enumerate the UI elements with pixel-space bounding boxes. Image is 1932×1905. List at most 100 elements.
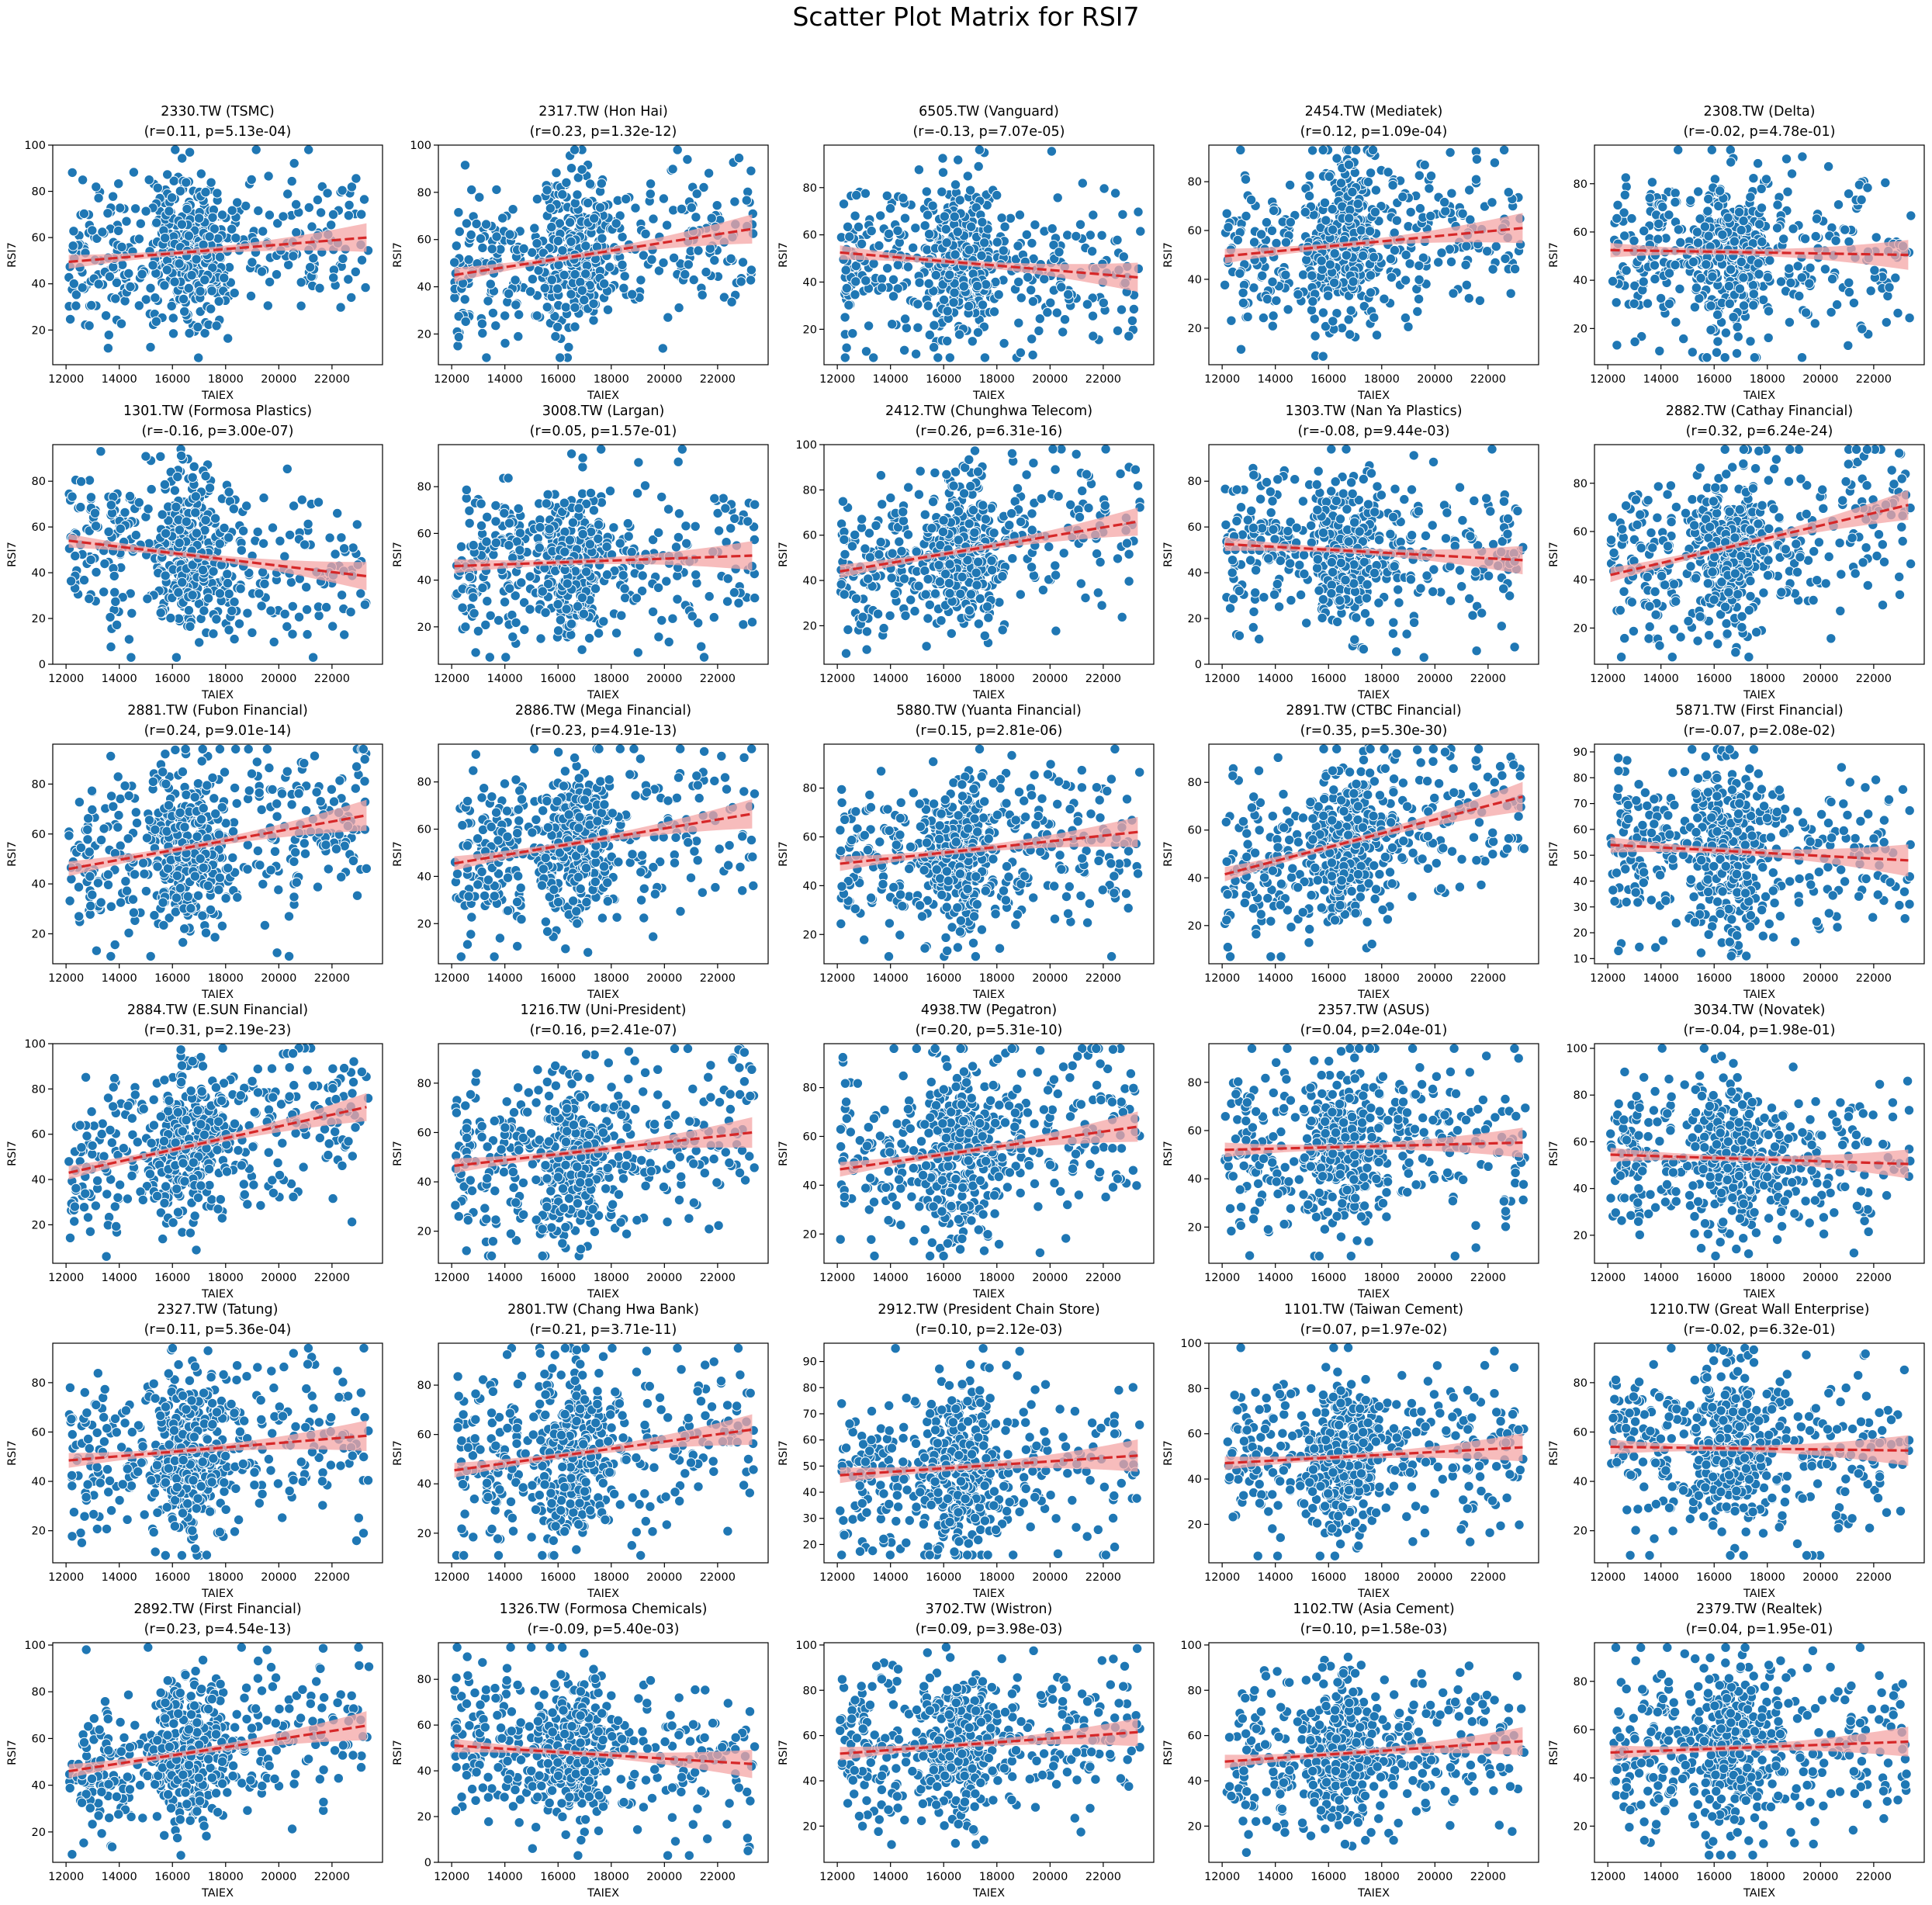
scatter-point — [1086, 246, 1098, 257]
scatter-point — [1071, 230, 1082, 242]
scatter-point — [670, 542, 682, 552]
scatter-point — [1470, 174, 1482, 185]
scatter-point — [1406, 484, 1418, 495]
scatter-point — [256, 601, 267, 611]
scatter-point — [1880, 177, 1891, 189]
scatter-point — [1328, 316, 1338, 327]
scatter-points — [1219, 145, 1526, 362]
scatter-point — [482, 596, 493, 607]
scatter-point — [1612, 199, 1623, 210]
scatter-point — [453, 207, 464, 218]
scatter-point — [566, 449, 577, 459]
scatter-point — [68, 278, 80, 289]
scatter-point — [919, 220, 930, 231]
scatter-point — [102, 343, 114, 354]
scatter-point — [160, 570, 171, 581]
scatter-point — [583, 197, 594, 209]
scatter-point — [1611, 297, 1622, 308]
x-tick-label: 14000 — [873, 673, 909, 685]
scatter-point — [1809, 318, 1821, 329]
scatter-point — [847, 541, 858, 552]
x-tick-label: 22000 — [1085, 673, 1121, 685]
x-tick-label: 22000 — [1085, 373, 1121, 386]
scatter-point — [484, 652, 495, 663]
x-tick-label: 22000 — [1470, 373, 1506, 386]
scatter-point — [1685, 195, 1696, 206]
scatter-point — [913, 580, 924, 591]
scatter-point — [980, 514, 992, 525]
scatter-point — [230, 233, 241, 244]
scatter-point — [85, 554, 96, 566]
y-tick-label: 80 — [1188, 176, 1202, 189]
scatter-point — [262, 300, 273, 311]
subplot-1: 2330.TW (TSMC)(r=0.11, p=5.13e-04)12000 1… — [6, 104, 383, 402]
scatter-point — [1754, 219, 1765, 230]
scatter-point — [663, 636, 674, 647]
scatter-point — [746, 617, 758, 628]
scatter-point — [1857, 324, 1868, 334]
scatter-point — [229, 633, 240, 645]
scatter-point — [78, 574, 90, 586]
scatter-point — [577, 452, 588, 463]
scatter-point — [1843, 340, 1854, 351]
scatter-point — [1653, 234, 1664, 244]
scatter-point — [885, 610, 895, 622]
scatter-point — [1733, 206, 1745, 218]
scatter-point — [1013, 241, 1023, 251]
y-tick-label: 60 — [417, 234, 431, 247]
scatter-point — [77, 175, 88, 185]
scatter-point — [93, 279, 104, 289]
scatter-point — [64, 313, 76, 325]
scatter-point — [750, 499, 760, 510]
scatter-point — [503, 473, 514, 483]
scatter-point — [453, 331, 465, 343]
scatter-point — [836, 579, 847, 590]
scatter-point — [177, 153, 188, 164]
scatter-point — [1498, 496, 1510, 507]
scatter-point — [1359, 301, 1370, 312]
scatter-point — [1732, 321, 1743, 332]
scatter-point — [840, 648, 852, 659]
scatter-point — [483, 296, 493, 307]
scatter-point — [89, 507, 101, 518]
subplot-stats: (r=0.23, p=1.32e-12) — [530, 124, 677, 140]
scatter-point — [1639, 225, 1650, 237]
scatter-point — [944, 501, 956, 512]
scatter-point — [861, 644, 872, 655]
scatter-point — [1006, 508, 1017, 519]
scatter-point — [888, 291, 899, 302]
scatter-point — [936, 615, 947, 626]
x-tick-label: 18000 — [1750, 373, 1785, 386]
scatter-point — [115, 203, 126, 213]
subplot-stats: (r=-0.16, p=3.00e-07) — [141, 424, 293, 439]
scatter-point — [1712, 309, 1723, 320]
scatter-point — [1075, 578, 1087, 589]
scatter-point — [1670, 188, 1681, 199]
scatter-point — [576, 285, 587, 296]
scatter-point — [116, 318, 127, 329]
scatter-point — [293, 611, 305, 622]
scatter-point — [308, 253, 319, 264]
scatter-point — [1050, 464, 1061, 475]
y-tick-label: 40 — [32, 279, 46, 291]
scatter-point — [1047, 445, 1058, 455]
scatter-point — [604, 486, 616, 497]
scatter-point — [1077, 485, 1088, 497]
scatter-point — [1344, 213, 1355, 223]
scatter-point — [588, 298, 599, 310]
scatter-point — [1099, 500, 1111, 511]
scatter-point — [887, 548, 898, 559]
scatter-point — [195, 286, 206, 296]
scatter-point — [898, 507, 909, 518]
scatter-point — [534, 542, 545, 553]
scatter-point — [449, 257, 460, 268]
scatter-point — [927, 496, 939, 507]
scatter-point — [562, 578, 573, 589]
scatter-point — [737, 257, 749, 268]
scatter-point — [85, 492, 97, 503]
scatter-point — [673, 302, 684, 313]
x-tick-label: 20000 — [646, 373, 682, 386]
scatter-point — [875, 536, 886, 548]
scatter-point — [1255, 494, 1266, 504]
scatter-point — [1491, 241, 1502, 252]
